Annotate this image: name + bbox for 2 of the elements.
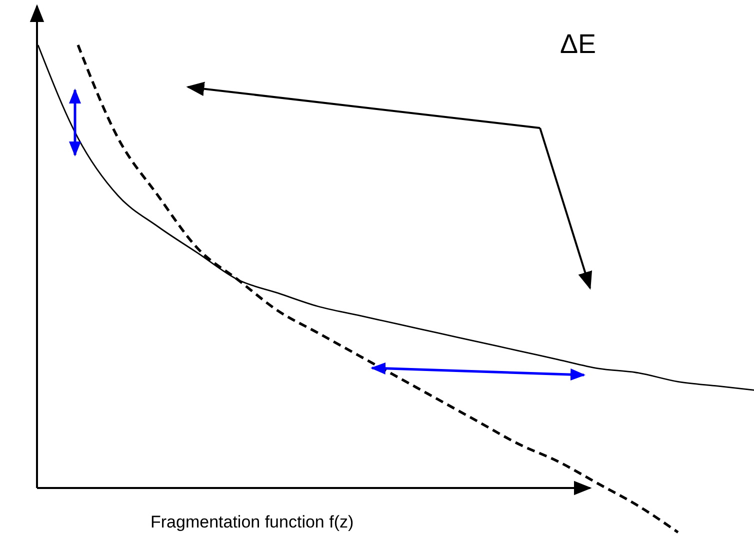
annotation: ΔE bbox=[560, 29, 596, 59]
x-axis-title: Fragmentation function f(z) bbox=[150, 512, 354, 532]
